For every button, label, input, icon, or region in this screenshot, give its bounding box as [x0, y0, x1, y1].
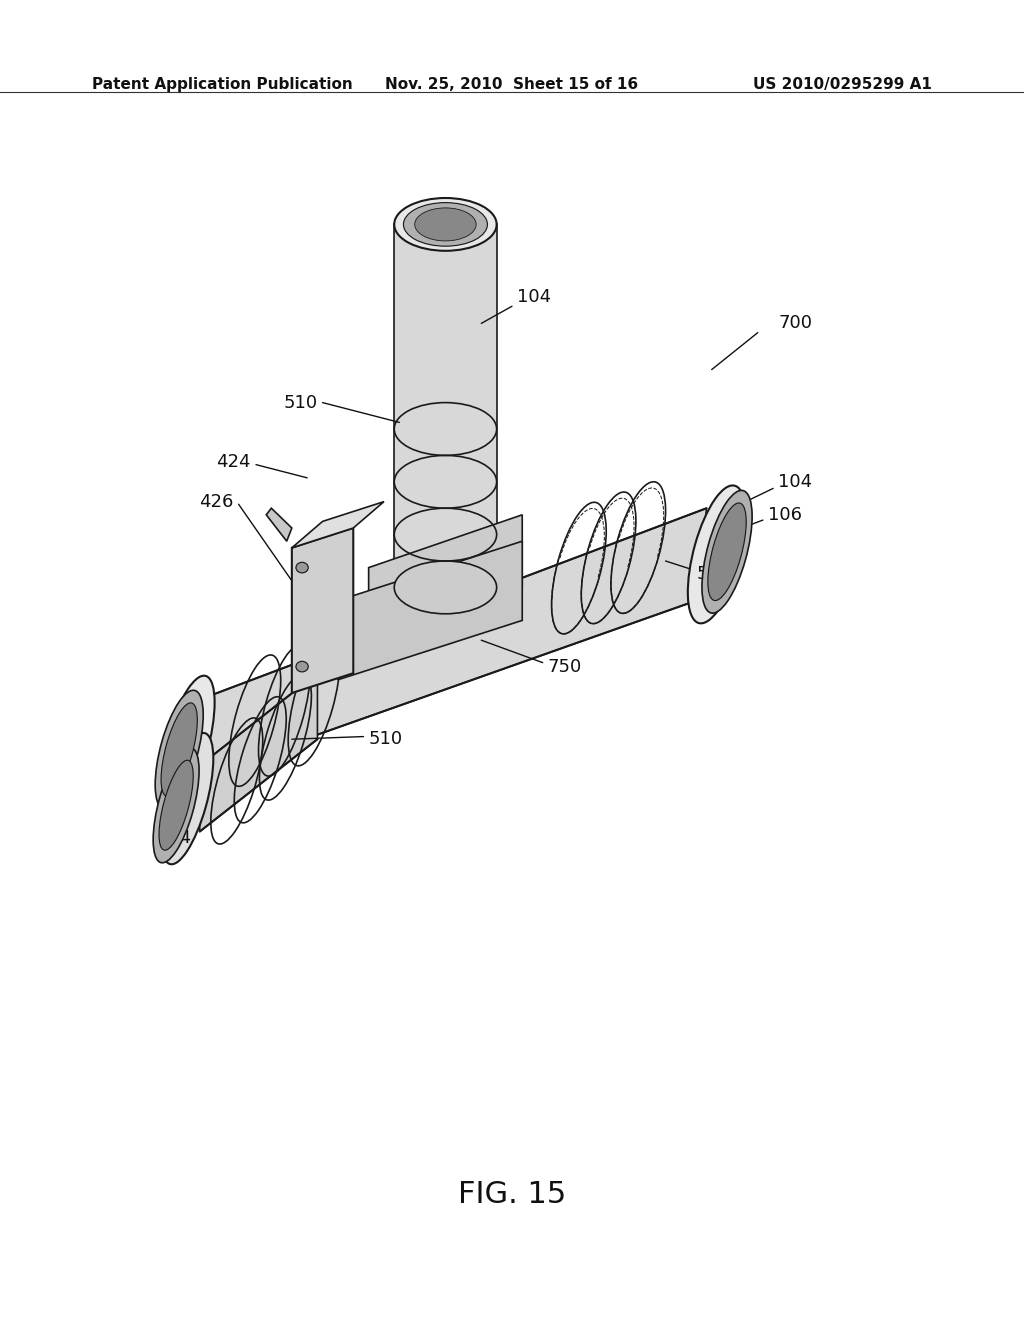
Text: US 2010/0295299 A1: US 2010/0295299 A1 [753, 77, 932, 91]
Ellipse shape [160, 676, 215, 813]
Text: 700: 700 [778, 314, 812, 333]
Ellipse shape [702, 490, 752, 614]
Polygon shape [394, 224, 497, 587]
Text: 424: 424 [216, 453, 251, 471]
Ellipse shape [162, 733, 213, 865]
Polygon shape [200, 673, 317, 832]
Ellipse shape [708, 503, 746, 601]
Text: 510: 510 [369, 730, 402, 748]
Ellipse shape [161, 702, 198, 797]
Text: Patent Application Publication: Patent Application Publication [92, 77, 353, 91]
Polygon shape [292, 528, 353, 693]
Polygon shape [174, 508, 707, 785]
Ellipse shape [688, 486, 745, 623]
Text: 104: 104 [778, 473, 812, 491]
Polygon shape [338, 541, 522, 680]
Ellipse shape [154, 747, 199, 863]
Ellipse shape [156, 690, 203, 809]
Ellipse shape [159, 760, 194, 850]
Text: 104: 104 [517, 288, 551, 306]
Ellipse shape [403, 203, 487, 246]
Ellipse shape [394, 198, 497, 251]
Ellipse shape [415, 209, 476, 242]
Text: 106: 106 [768, 506, 802, 524]
Ellipse shape [394, 561, 497, 614]
Polygon shape [266, 508, 292, 541]
Text: 104: 104 [157, 829, 190, 847]
Polygon shape [369, 515, 522, 640]
Text: 510: 510 [696, 565, 730, 583]
Polygon shape [292, 502, 384, 548]
Text: Nov. 25, 2010  Sheet 15 of 16: Nov. 25, 2010 Sheet 15 of 16 [385, 77, 639, 91]
Ellipse shape [296, 661, 308, 672]
Text: 426: 426 [199, 492, 233, 511]
Text: 750: 750 [548, 657, 582, 676]
Text: 510: 510 [284, 393, 317, 412]
Text: FIG. 15: FIG. 15 [458, 1180, 566, 1209]
Ellipse shape [296, 562, 308, 573]
